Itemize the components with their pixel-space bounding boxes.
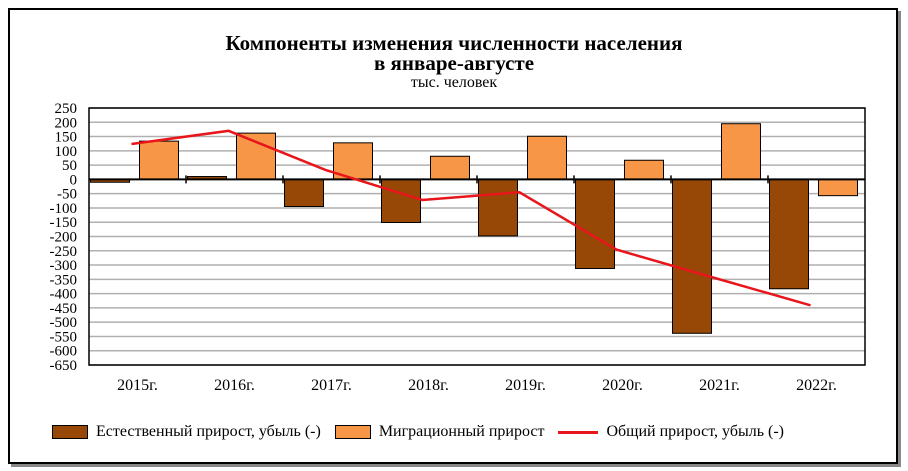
legend-item-total: Общий прирост, убыль (-) [558, 423, 784, 441]
y-tick-label: -450 [50, 301, 78, 317]
y-tick-label: 100 [55, 144, 78, 160]
x-tick-label: 2018г. [408, 377, 449, 394]
bar-natural [575, 178, 615, 269]
bar-natural [478, 178, 518, 237]
bar-natural [284, 178, 324, 208]
bar-migration [721, 123, 761, 180]
legend: Естественный прирост, убыль (-) Миграцио… [52, 423, 798, 441]
bar-migration [236, 132, 276, 180]
legend-item-migration: Миграционный прирост [334, 423, 545, 441]
y-tick-label: 150 [55, 130, 78, 146]
legend-swatch-natural [52, 425, 88, 439]
x-tick-label: 2020г. [602, 377, 643, 394]
y-tick-label: -500 [50, 315, 78, 331]
y-tick-label: -550 [50, 329, 78, 345]
chart-frame [8, 8, 898, 464]
line-total [131, 129, 811, 307]
y-tick-label: -100 [50, 201, 78, 217]
y-tick-label: 250 [55, 101, 78, 117]
chart-title: Компоненты изменения численности населен… [225, 31, 683, 55]
x-tick-label: 2015г. [117, 377, 158, 394]
chart-subtitle: тыс. человек [410, 74, 498, 91]
x-tick-label: 2016г. [214, 377, 255, 394]
chart-title-line2: в январе-августе [373, 51, 535, 75]
y-tick-label: -300 [50, 258, 78, 274]
y-tick-label: -400 [50, 287, 78, 303]
x-tick-label: 2019г. [505, 377, 546, 394]
y-tick-label: -600 [50, 344, 78, 360]
y-tick-label: -200 [50, 230, 78, 246]
x-tick-label: 2017г. [311, 377, 352, 394]
x-tick-label: 2022г. [796, 377, 837, 394]
y-tick-label: 50 [62, 158, 77, 174]
legend-label: Общий прирост, убыль (-) [606, 423, 784, 440]
y-tick-label: -250 [50, 244, 78, 260]
legend-swatch-migration [334, 425, 371, 439]
legend-label: Миграционный прирост [378, 423, 545, 440]
bar-migration [818, 178, 858, 197]
plot-border [88, 107, 866, 366]
legend-line-total [558, 430, 599, 434]
bar-natural [672, 178, 712, 334]
y-tick-label: 0 [70, 172, 78, 188]
y-tick-label: 200 [55, 115, 78, 131]
y-tick-label: -650 [50, 358, 78, 374]
bar-migration [527, 135, 567, 180]
bar-natural [381, 178, 421, 224]
bar-natural [769, 178, 809, 290]
y-tick-label: -50 [57, 187, 77, 203]
bar-migration [624, 159, 664, 180]
legend-item-natural: Естественный прирост, убыль (-) [52, 423, 321, 441]
y-tick-label: -150 [50, 215, 78, 231]
bar-migration [430, 155, 470, 180]
y-tick-label: -350 [50, 272, 78, 288]
bar-migration [139, 140, 179, 180]
x-tick-label: 2021г. [699, 377, 740, 394]
legend-label: Естественный прирост, убыль (-) [96, 423, 321, 440]
